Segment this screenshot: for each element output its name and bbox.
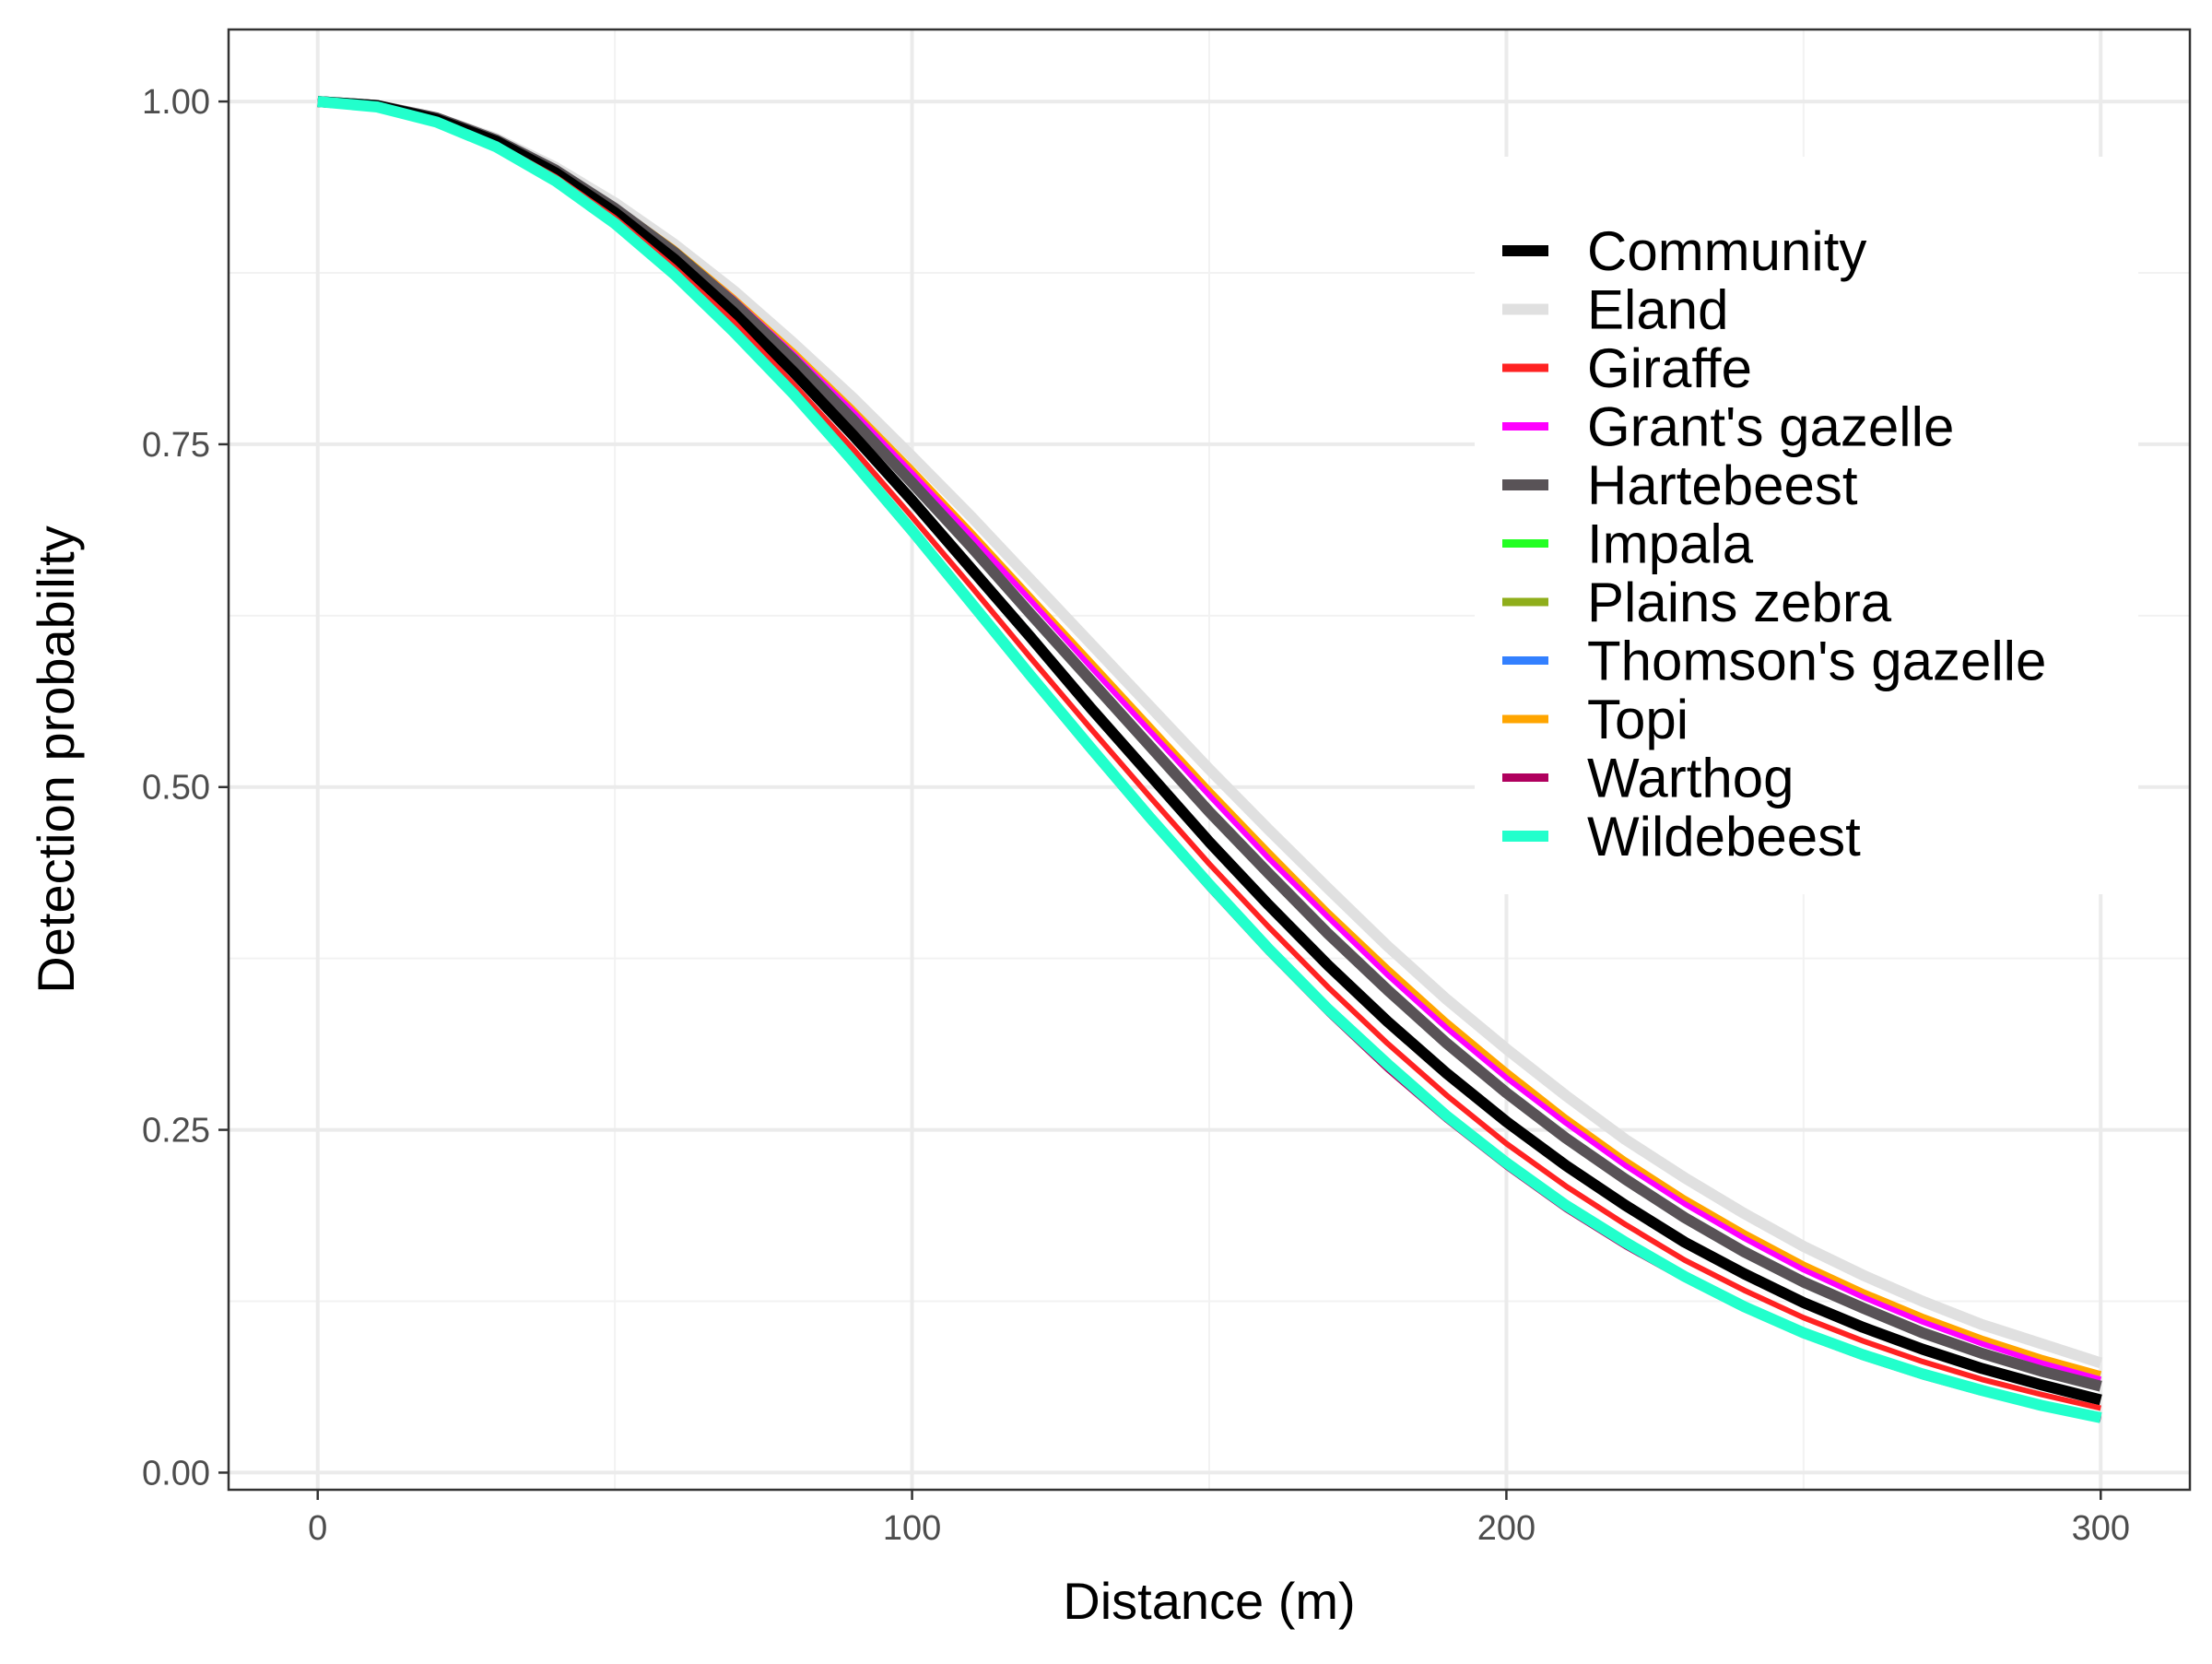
- legend-label-topi: Topi: [1587, 689, 1688, 750]
- series-line-community: [317, 96, 2102, 1406]
- y-tick-label: 0.00: [142, 1454, 210, 1493]
- legend-label-warthog: Warthog: [1587, 748, 1794, 809]
- legend-label-impala: Impala: [1587, 513, 1754, 575]
- y-tick-label: 1.00: [142, 83, 210, 122]
- panel-border: [227, 28, 2192, 1492]
- legend-label-plains-zebra: Plains zebra: [1587, 572, 1892, 633]
- legend-label-giraffe: Giraffe: [1587, 337, 1752, 399]
- x-tick-label: 100: [883, 1509, 941, 1548]
- x-tick-label: 200: [1477, 1509, 1535, 1548]
- legend-background: [1475, 157, 2138, 894]
- x-tick-label: 0: [308, 1509, 327, 1548]
- legend-label-thomson-s-gazelle: Thomson's gazelle: [1587, 631, 2046, 692]
- x-axis-title: Distance (m): [1063, 1572, 1355, 1630]
- y-tick-label: 0.75: [142, 426, 210, 465]
- legend-label-eland: Eland: [1587, 279, 1728, 341]
- y-tick-label: 0.25: [142, 1112, 210, 1151]
- legend-label-wildebeest: Wildebeest: [1587, 806, 1861, 867]
- legend-label-community: Community: [1587, 220, 1866, 282]
- y-axis-title: Detection probability: [27, 525, 85, 993]
- x-tick-label: 300: [2072, 1509, 2130, 1548]
- series-line-wildebeest: [317, 96, 2102, 1423]
- y-tick-label: 0.50: [142, 769, 210, 808]
- series-lines: [317, 96, 2103, 1423]
- legend-label-grant-s-gazelle: Grant's gazelle: [1587, 396, 1954, 458]
- legend-label-hartebeest: Hartebeest: [1587, 454, 1858, 516]
- axes: 0 100 200 300 0.00 0.25 0.50 0.75 1.00: [142, 83, 2130, 1548]
